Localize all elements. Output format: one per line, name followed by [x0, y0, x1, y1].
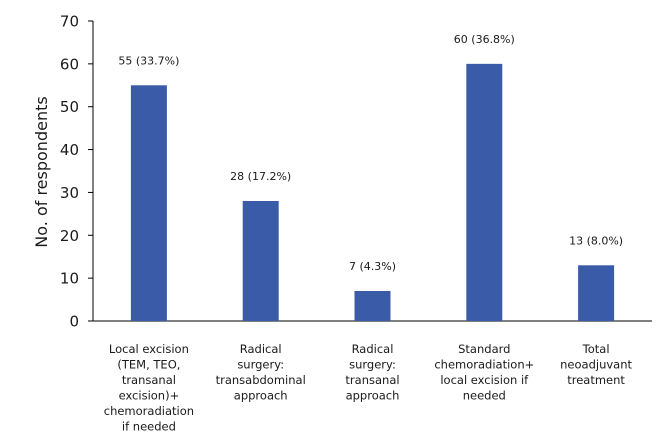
- bar: [130, 85, 167, 322]
- category-label-line: needed: [463, 389, 506, 403]
- category-label-line: transanal: [345, 373, 399, 387]
- category-label-line: local excision if: [440, 373, 529, 387]
- y-tick-label: 10: [60, 270, 79, 288]
- category-label-line: Radical: [240, 342, 282, 356]
- category-labels: Local excision(TEM, TEO,transanalexcisio…: [104, 342, 633, 434]
- category-label-line: if needed: [122, 420, 176, 434]
- bars: [130, 63, 615, 322]
- data-label: 13 (8.0%): [569, 234, 623, 247]
- bar: [354, 291, 391, 321]
- category-label-line: chemoradiation: [104, 404, 194, 418]
- data-label: 28 (17.2%): [230, 170, 291, 183]
- category-label-line: transanal: [122, 373, 176, 387]
- category-label-line: Local excision: [109, 342, 189, 356]
- category-label-line: surgery:: [237, 358, 284, 372]
- category-label-line: approach: [346, 389, 400, 403]
- y-tick-label: 30: [60, 184, 79, 202]
- data-label: 60 (36.8%): [454, 33, 515, 46]
- category-label-line: Radical: [352, 342, 394, 356]
- data-label: 7 (4.3%): [349, 260, 396, 273]
- category-label-line: neoadjuvant: [560, 358, 632, 372]
- y-tick-label: 0: [69, 313, 79, 331]
- bar: [578, 265, 615, 321]
- category-label-line: (TEM, TEO,: [117, 358, 180, 372]
- y-tick-label: 50: [60, 98, 79, 116]
- category-label-line: treatment: [567, 373, 625, 387]
- y-tick-label: 60: [60, 55, 79, 73]
- bar: [242, 201, 279, 321]
- category-label-line: excision)+: [119, 389, 180, 403]
- category-label-line: chemoradiation+: [434, 358, 534, 372]
- y-tick-label: 20: [60, 227, 79, 245]
- data-labels: 55 (33.7%) 28 (17.2%) 7 (4.3%) 60 (36.8%) 13…: [118, 33, 623, 273]
- category-label-line: surgery:: [349, 358, 396, 372]
- category-label-line: approach: [234, 389, 288, 403]
- y-tick-label: 40: [60, 141, 79, 159]
- category-label-line: transabdominal: [216, 373, 306, 387]
- y-tick-label: 70: [60, 13, 79, 31]
- bar: [466, 63, 503, 321]
- axes: 0 10 20 30 40 50 60 70: [60, 13, 652, 331]
- data-label: 55 (33.7%): [118, 54, 179, 67]
- y-axis-label: No. of respondents: [32, 96, 51, 247]
- category-label-line: Total: [582, 342, 610, 356]
- category-label-line: Standard: [458, 342, 510, 356]
